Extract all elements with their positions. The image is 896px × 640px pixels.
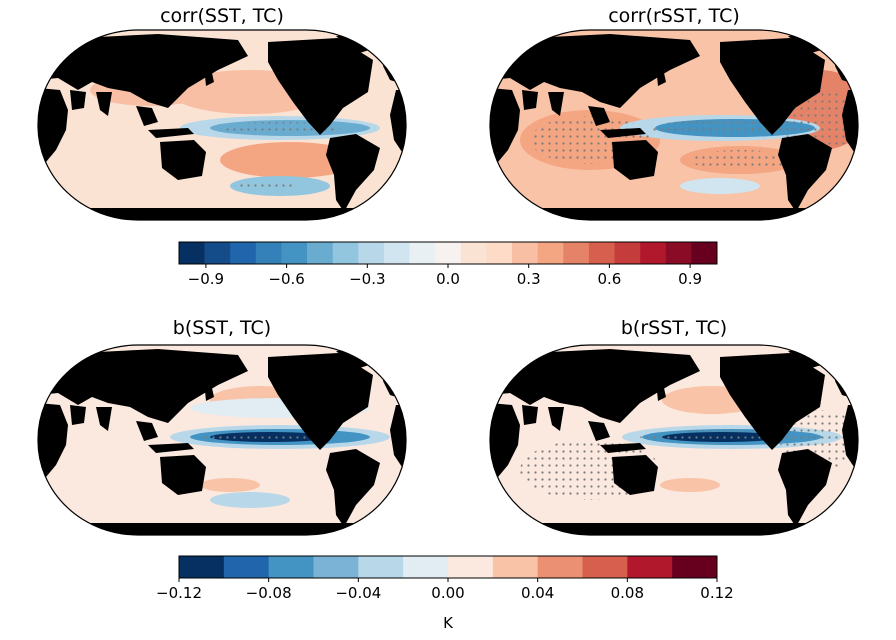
colorbar-regression-segment [448, 556, 494, 578]
colorbar-regression-segment [358, 556, 404, 578]
colorbar-corr-segment [255, 242, 282, 264]
colorbar-corr-segment [383, 242, 410, 264]
colorbar-corr-segment [537, 242, 564, 264]
colorbar-regression-segment [313, 556, 359, 578]
map-b-rsst [490, 345, 858, 535]
colorbar-corr: −0.9 −0.6 −0.3 0.0 0.3 0.6 0.9 [178, 241, 718, 288]
colorbar-regression-tick-label: −0.08 [246, 584, 292, 602]
colorbar-corr-segment [204, 242, 231, 264]
colorbar-regression-tick-label: 0.04 [521, 584, 554, 602]
map-frame-corr-sst [37, 29, 407, 221]
colorbar-regression-segment [582, 556, 628, 578]
map-frame-b-sst [37, 344, 407, 536]
colorbar-corr-tick-label: −0.3 [349, 270, 385, 288]
colorbar-corr-tick-label: 0.6 [597, 270, 621, 288]
colorbar-corr-tick-label: 0.3 [517, 270, 541, 288]
colorbar-regression-tick-label: −0.04 [335, 584, 381, 602]
panel-title-b-sst: b(SST, TC) [173, 317, 271, 339]
panel-title-corr-rsst: corr(rSST, TC) [608, 5, 740, 27]
colorbar-regression-segment [627, 556, 673, 578]
map-corr-sst [38, 30, 406, 220]
colorbar-corr-tick-label: −0.6 [268, 270, 304, 288]
colorbar-corr-segment [563, 242, 590, 264]
panel-title-corr-sst: corr(SST, TC) [160, 5, 284, 27]
colorbar-corr-tick-label: 0.9 [678, 270, 702, 288]
colorbar-corr-tick-label: 0.0 [436, 270, 460, 288]
colorbar-corr-segment [640, 242, 667, 264]
colorbar-regression-tick-label: 0.12 [700, 584, 733, 602]
map-b-sst [38, 345, 406, 535]
colorbar-regression-segment [179, 556, 225, 578]
colorbar-corr-segment [332, 242, 359, 264]
colorbar-regression-segment [223, 556, 269, 578]
map-corr-rsst [490, 30, 858, 220]
map-frame-b-rsst [489, 344, 859, 536]
colorbar-corr-segment [460, 242, 487, 264]
colorbar-corr-segment [486, 242, 513, 264]
colorbar-regression-segment [268, 556, 314, 578]
colorbar-corr-segment [588, 242, 615, 264]
colorbar-corr-segment [665, 242, 692, 264]
panel-title-b-rsst: b(rSST, TC) [621, 317, 727, 339]
colorbar-corr-segment [179, 242, 205, 264]
map-frame-corr-rsst [489, 29, 859, 221]
colorbar-corr-tick-label: −0.9 [188, 270, 224, 288]
colorbar-corr-segment [409, 242, 436, 264]
colorbar-regression-segment [492, 556, 538, 578]
colorbar-regression-label: K [443, 614, 454, 632]
colorbar-corr-segment [358, 242, 385, 264]
colorbar-corr-segment [512, 242, 538, 264]
colorbar-regression: −0.12 −0.08 −0.04 0.00 0.04 0.08 0.12 [156, 555, 734, 602]
colorbar-regression-segment [403, 556, 449, 578]
colorbar-regression-segment [537, 556, 583, 578]
colorbar-corr-segment [307, 242, 334, 264]
colorbar-regression-tick-label: −0.12 [156, 584, 202, 602]
colorbar-corr-segment [435, 242, 462, 264]
colorbar-corr-segment [614, 242, 641, 264]
colorbar-corr-segment [691, 242, 718, 264]
colorbar-corr-segment [281, 242, 308, 264]
colorbar-corr-segment [230, 242, 257, 264]
colorbar-regression-tick-label: 0.08 [611, 584, 644, 602]
colorbar-regression-tick-label: 0.00 [431, 584, 464, 602]
colorbar-regression-segment [672, 556, 718, 578]
